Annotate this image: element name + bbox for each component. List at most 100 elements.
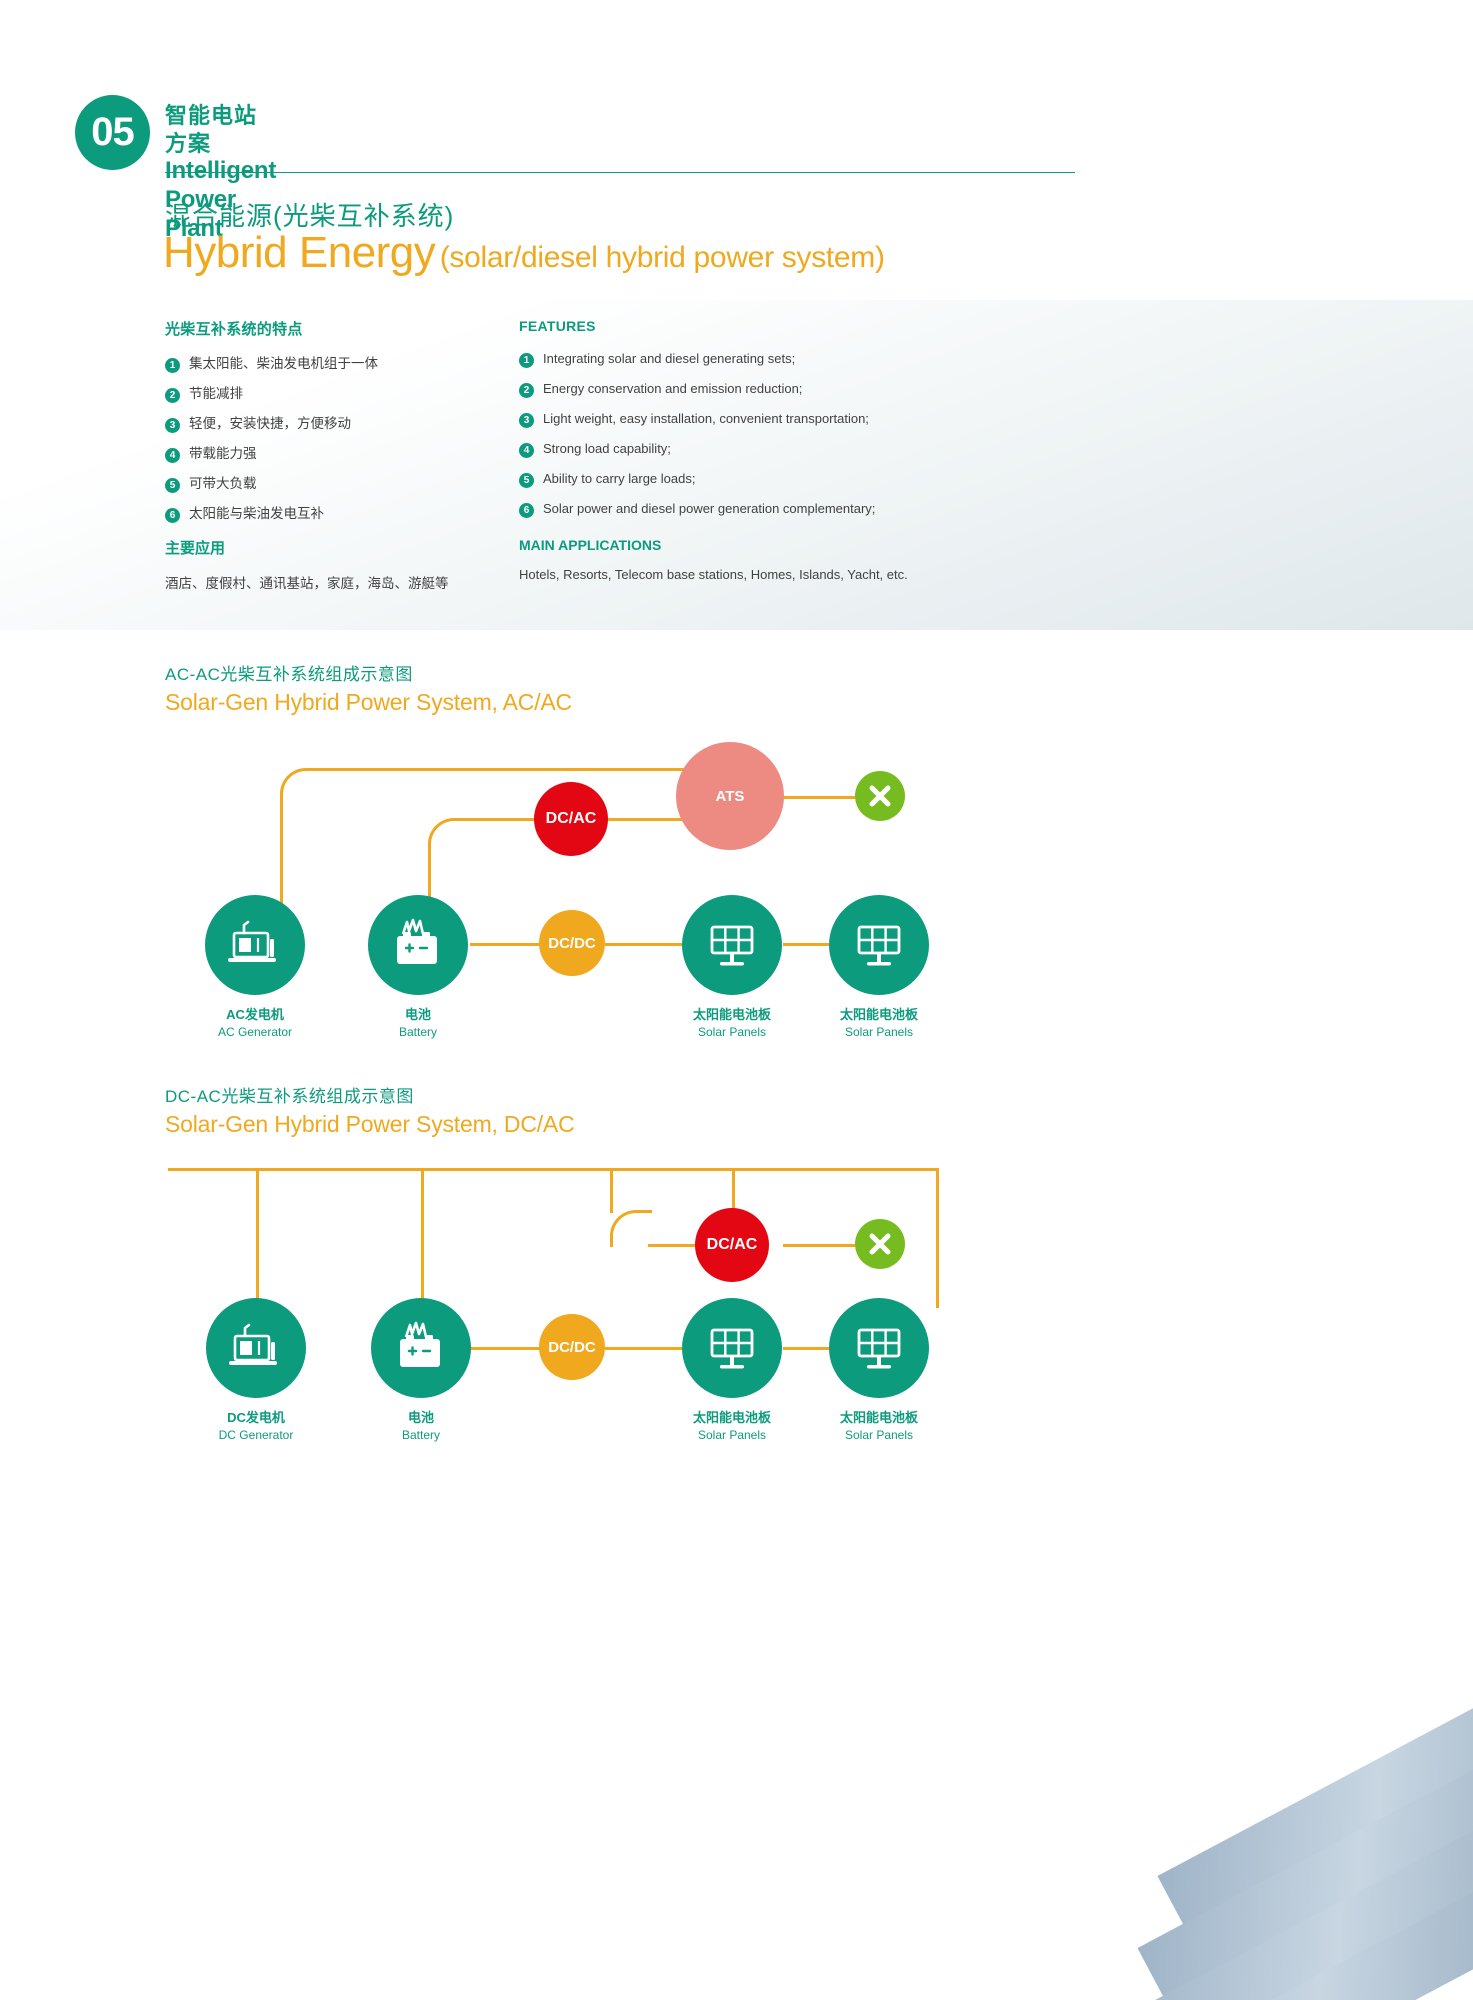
- product-title-en: Hybrid Energy (solar/diesel hybrid power…: [163, 228, 885, 278]
- bullet-number: 1: [519, 353, 534, 368]
- bullet-number: 2: [519, 383, 534, 398]
- wire2-generator-vertical: [256, 1168, 259, 1308]
- node-label-en: Solar Panels: [844, 1024, 914, 1039]
- node-label-en: Solar Panels: [697, 1024, 767, 1039]
- node-label-cn: 太阳能电池板: [692, 1410, 771, 1425]
- solar-panel-label-3: 太阳能电池板 Solar Panels: [647, 1409, 817, 1443]
- feature-text: Solar power and diesel power generation …: [543, 501, 876, 516]
- features-column-cn: 光柴互补系统的特点 1 集太阳能、柴油发电机组于一体 2 节能减排 3 轻便，安装快捷…: [165, 318, 505, 536]
- wire-solar-to-solar: [783, 943, 829, 946]
- list-item: 3 轻便，安装快捷，方便移动: [165, 416, 505, 433]
- solar-panel-icon: [851, 1322, 907, 1374]
- solar-panel-node-2[interactable]: [829, 895, 929, 995]
- features-heading-en: FEATURES: [519, 318, 596, 334]
- battery-icon: [392, 1321, 450, 1375]
- applications-body-en: Hotels, Resorts, Telecom base stations, …: [519, 567, 908, 582]
- applications-heading-en: MAIN APPLICATIONS: [519, 537, 662, 553]
- wire2-solar2-vertical: [936, 1168, 939, 1308]
- bullet-number: 5: [165, 478, 180, 493]
- list-item: 6 太阳能与柴油发电互补: [165, 506, 505, 523]
- diagram2-title-en: Solar-Gen Hybrid Power System, DC/AC: [165, 1111, 575, 1137]
- bullet-number: 6: [519, 503, 534, 518]
- wire2-to-dcac: [648, 1244, 700, 1247]
- applications-en: MAIN APPLICATIONS Hotels, Resorts, Telec…: [519, 537, 949, 582]
- node-label-cn: AC发电机: [226, 1007, 284, 1022]
- dcac-converter-node[interactable]: DC/AC: [534, 782, 608, 856]
- battery-icon: [389, 918, 447, 972]
- feature-text: Strong load capability;: [543, 441, 671, 456]
- wire2-solar1-vertical: [732, 1168, 735, 1228]
- ats-node[interactable]: ATS: [676, 742, 784, 850]
- battery-node-2[interactable]: [371, 1298, 471, 1398]
- battery-node[interactable]: [368, 895, 468, 995]
- wire2-dcac-to-load: [783, 1244, 855, 1247]
- node-label-cn: 太阳能电池板: [839, 1007, 918, 1022]
- node-label-en: Battery: [401, 1427, 440, 1442]
- node-label-cn: 太阳能电池板: [839, 1410, 918, 1425]
- solar-panel-label-1: 太阳能电池板 Solar Panels: [647, 1006, 817, 1040]
- dcdc-converter-node-2[interactable]: DC/DC: [539, 1314, 605, 1380]
- dc-generator-node[interactable]: [206, 1298, 306, 1398]
- solar-panel-node-4[interactable]: [829, 1298, 929, 1398]
- list-item: 1 集太阳能、柴油发电机组于一体: [165, 356, 505, 373]
- list-item: 6 Solar power and diesel power generation…: [519, 501, 939, 518]
- bullet-number: 3: [519, 413, 534, 428]
- node-label-en: Battery: [398, 1024, 437, 1039]
- feature-text: 带载能力强: [189, 446, 257, 461]
- feature-text: Energy conservation and emission reducti…: [543, 381, 803, 396]
- generator-icon: [224, 919, 286, 971]
- diagram1-title: AC-AC光柴互补系统组成示意图 Solar-Gen Hybrid Power …: [165, 660, 572, 716]
- feature-text: 集太阳能、柴油发电机组于一体: [189, 356, 378, 371]
- wire-top-rail: [320, 768, 725, 771]
- node-label-cn: 电池: [404, 1007, 431, 1022]
- node-label-cn: 太阳能电池板: [692, 1007, 771, 1022]
- dc-generator-label: DC发电机 DC Generator: [171, 1409, 341, 1443]
- bullet-number: 2: [165, 388, 180, 403]
- load-x-icon[interactable]: [855, 771, 905, 821]
- feature-text: 轻便，安装快捷，方便移动: [189, 416, 351, 431]
- applications-body-cn: 酒店、度假村、通讯基站，家庭，海岛、游艇等: [165, 576, 449, 591]
- battery-label: 电池 Battery: [333, 1006, 503, 1040]
- node-label-en: Solar Panels: [844, 1427, 914, 1442]
- diagram1-canvas: ATS DC/AC DC/DC AC发电机 AC Generator: [170, 742, 929, 1040]
- product-title-en-main: Hybrid Energy: [163, 228, 436, 277]
- generator-icon: [225, 1322, 287, 1374]
- dcdc-converter-node[interactable]: DC/DC: [539, 910, 605, 976]
- wire2-battery-to-dcdc: [470, 1347, 540, 1350]
- node-label-cn: DC发电机: [227, 1410, 285, 1425]
- list-item: 2 节能减排: [165, 386, 505, 403]
- node-label-cn: 电池: [407, 1410, 434, 1425]
- product-title-en-sub: (solar/diesel hybrid power system): [439, 241, 885, 274]
- wire-battery-to-dcac: [470, 818, 538, 821]
- wire2-dcdc-to-solar: [605, 1347, 682, 1350]
- diagram1-title-cn: AC-AC光柴互补系统组成示意图: [165, 665, 413, 684]
- list-item: 5 Ability to carry large loads;: [519, 471, 939, 488]
- node-label-en: DC Generator: [218, 1427, 294, 1442]
- list-item: 2 Energy conservation and emission reduct…: [519, 381, 939, 398]
- wire-generator-vertical: [280, 800, 283, 905]
- node-label-en: Solar Panels: [697, 1427, 767, 1442]
- solar-panel-node-1[interactable]: [682, 895, 782, 995]
- section-title-en: Intelligent Power Plant: [165, 157, 277, 242]
- ac-generator-label: AC发电机 AC Generator: [170, 1006, 340, 1040]
- feature-text: Integrating solar and diesel generating …: [543, 351, 796, 366]
- features-list-cn: 1 集太阳能、柴油发电机组于一体 2 节能减排 3 轻便，安装快捷，方便移动 4 带载能…: [165, 356, 505, 523]
- solar-panel-node-3[interactable]: [682, 1298, 782, 1398]
- load-x-icon-2[interactable]: [855, 1219, 905, 1269]
- solar-panel-label-4: 太阳能电池板 Solar Panels: [794, 1409, 964, 1443]
- wire-corner-battery: [428, 818, 473, 863]
- dcac-converter-node-2[interactable]: DC/AC: [695, 1208, 769, 1282]
- wire-battery-vertical: [428, 850, 431, 910]
- feature-text: 可带大负载: [189, 476, 257, 491]
- features-list-en: 1 Integrating solar and diesel generating…: [519, 351, 939, 518]
- diagram1-title-en: Solar-Gen Hybrid Power System, AC/AC: [165, 689, 572, 715]
- solar-panel-icon: [704, 1322, 760, 1374]
- wire2-solar-to-solar: [783, 1347, 829, 1350]
- features-heading-cn: 光柴互补系统的特点: [165, 321, 303, 338]
- wire-dcac-to-ats: [604, 818, 682, 821]
- wire2-dcac-vertical: [610, 1168, 613, 1213]
- ac-generator-node[interactable]: [205, 895, 305, 995]
- bullet-number: 5: [519, 473, 534, 488]
- bullet-number: 6: [165, 508, 180, 523]
- bullet-number: 1: [165, 358, 180, 373]
